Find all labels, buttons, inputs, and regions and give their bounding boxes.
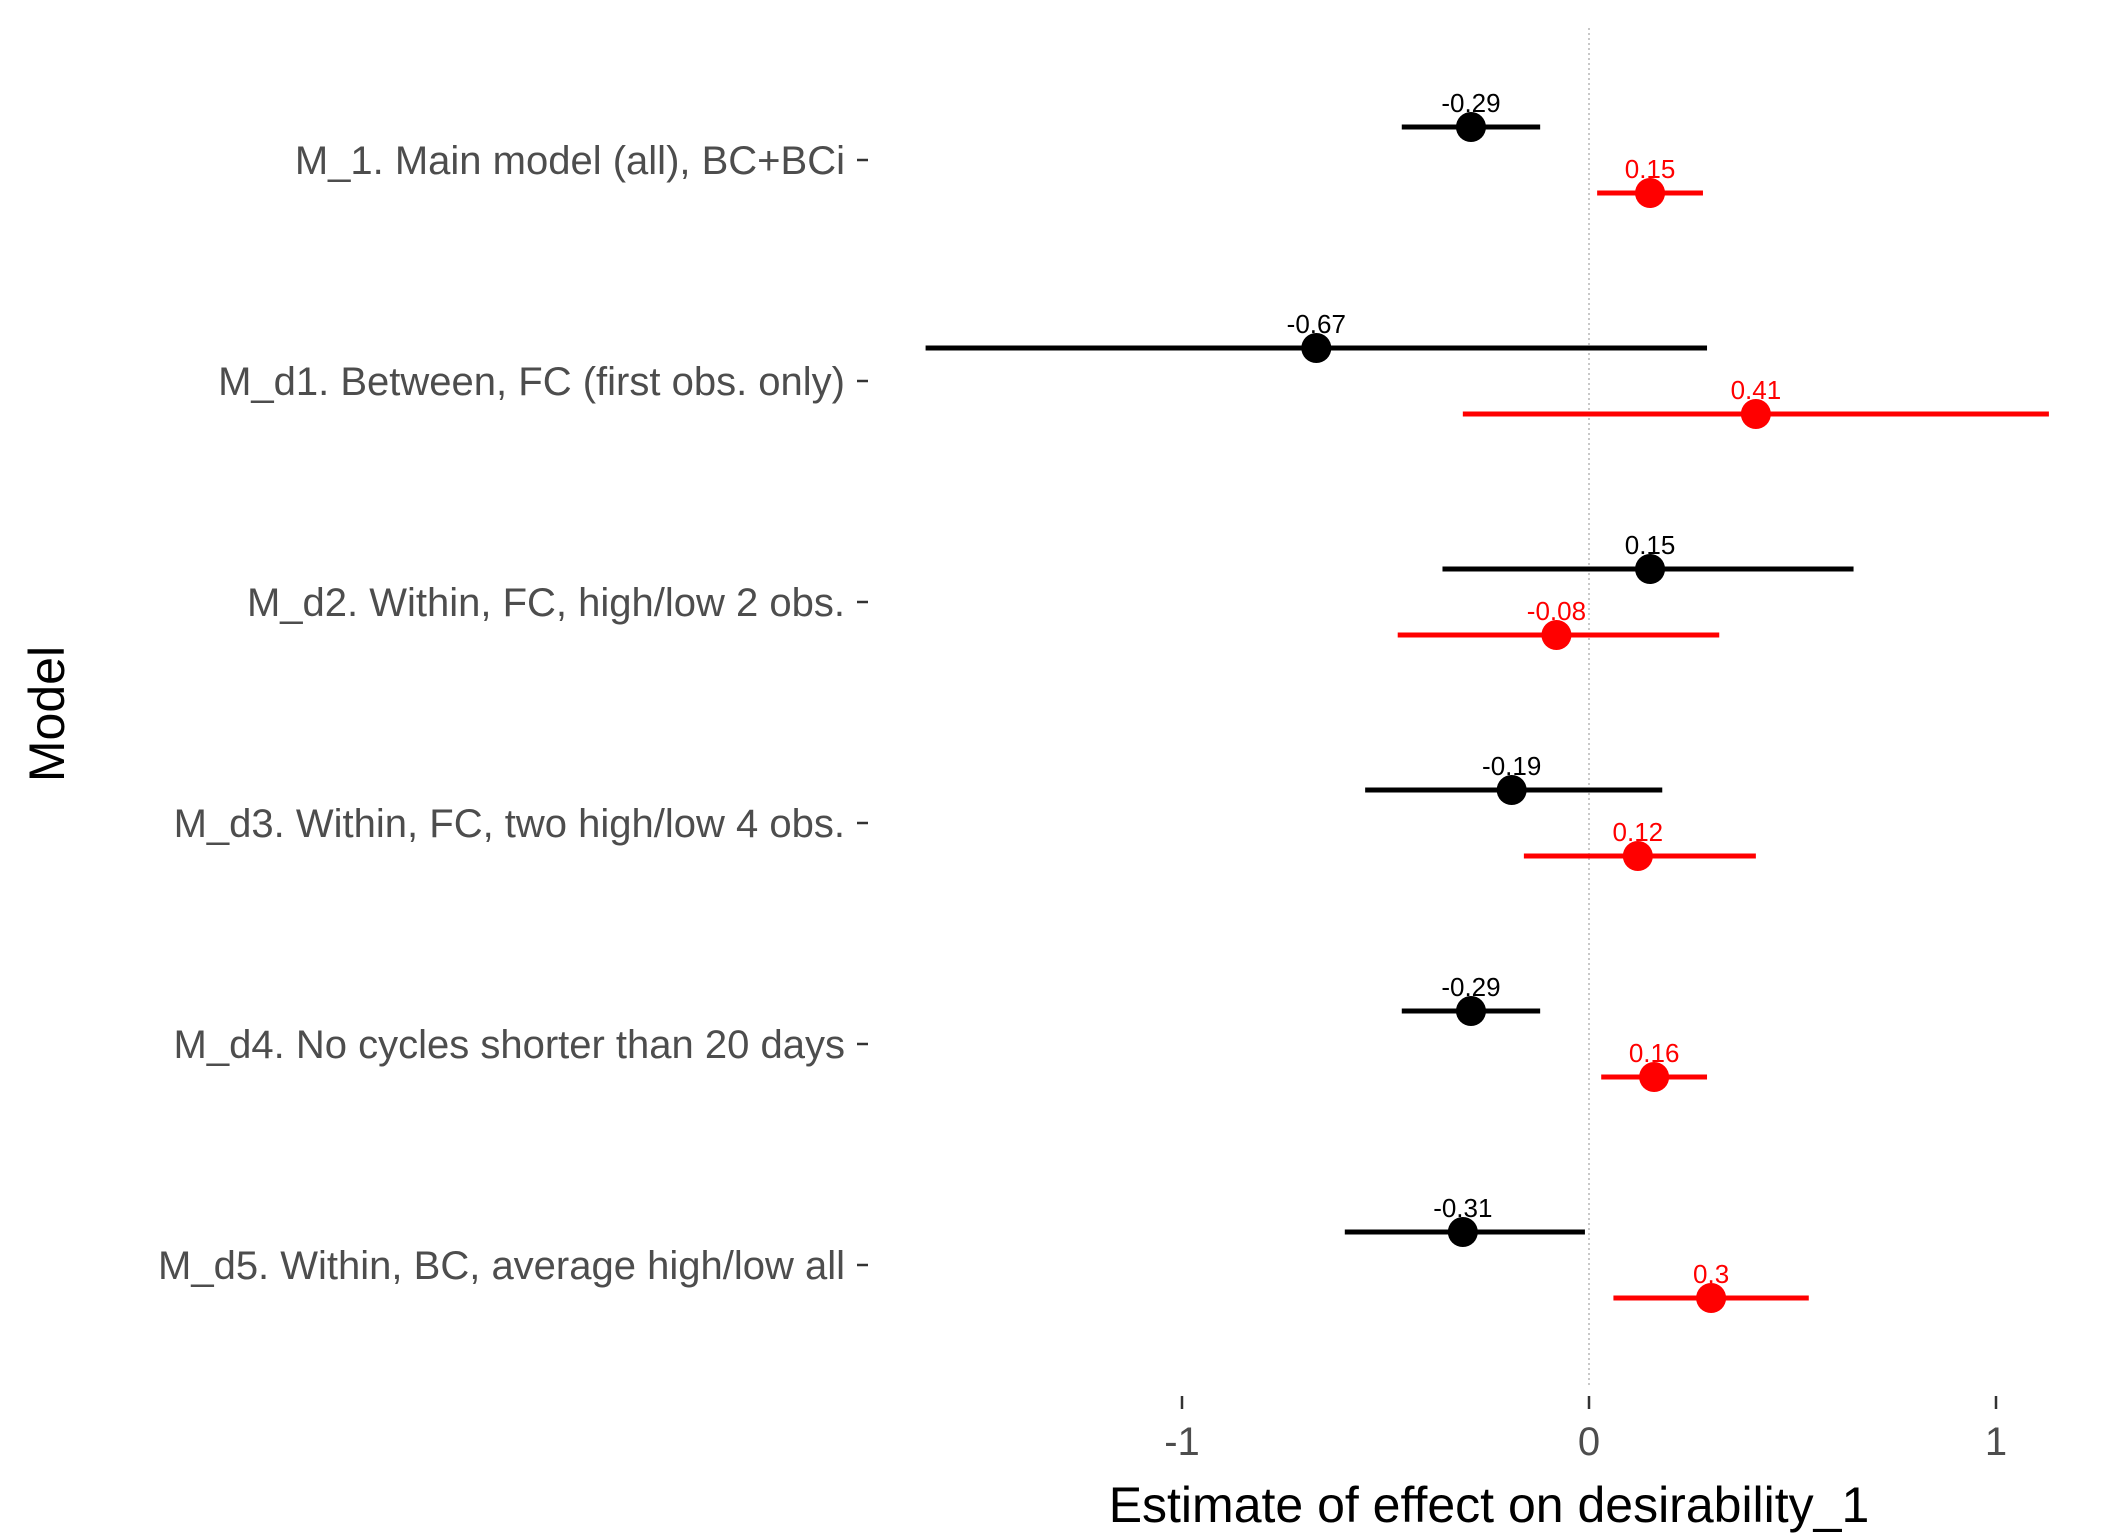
point-black-5 xyxy=(1455,996,1486,1026)
point-red-6 xyxy=(1696,1283,1727,1313)
data-label-red-2: 0.41 xyxy=(1731,375,1782,405)
point-black-6 xyxy=(1447,1217,1478,1247)
y-tick-label-m-d1: M_d1. Between, FC (first obs. only) xyxy=(218,360,845,404)
y-axis-title: Model xyxy=(19,646,75,782)
point-red-4 xyxy=(1622,841,1653,871)
y-tick-label-m-d5: M_d5. Within, BC, average high/low all xyxy=(158,1244,845,1288)
x-tick-label: 0 xyxy=(1578,1420,1600,1464)
x-axis: -1 0 1 xyxy=(1164,1396,2007,1464)
data-label-black-2: -0.67 xyxy=(1287,309,1346,339)
point-red-2 xyxy=(1740,399,1771,429)
data-label-black-4: -0.19 xyxy=(1482,751,1541,781)
point-red-3 xyxy=(1541,620,1572,650)
data-label-black-1: -0.29 xyxy=(1441,88,1500,118)
data-label-black-5: -0.29 xyxy=(1441,972,1500,1002)
point-red-5 xyxy=(1639,1062,1670,1092)
point-black-1 xyxy=(1455,112,1486,142)
y-tick-label-m-d3: M_d3. Within, FC, two high/low 4 obs. xyxy=(174,802,845,846)
data-label-black-3: 0.15 xyxy=(1625,530,1676,560)
data-label-red-5: 0.16 xyxy=(1629,1038,1680,1068)
data-label-red-3: -0.08 xyxy=(1527,596,1586,626)
point-black-4 xyxy=(1496,775,1527,805)
y-tick-label-m-1-: M_1. Main model (all), BC+BCi xyxy=(295,139,845,183)
data-label-red-6: 0.3 xyxy=(1693,1259,1729,1289)
y-axis: M_1. Main model (all), BC+BCi M_d1. Betwe… xyxy=(158,139,868,1288)
data-label-red-1: 0.15 xyxy=(1625,154,1676,184)
x-tick-label: 1 xyxy=(1985,1420,2007,1464)
point-black-3 xyxy=(1635,554,1666,584)
y-tick-label-m-d2: M_d2. Within, FC, high/low 2 obs. xyxy=(247,581,845,625)
chart-marks: -0.29 -0.67 0.15 -0.19 -0.29 -0.31 0.15 0.41 -0.… xyxy=(925,88,2049,1313)
x-axis-title: Estimate of effect on desirability_1 xyxy=(1109,1477,1870,1533)
y-tick-label-m-d4: M_d4. No cycles shorter than 20 days xyxy=(174,1023,845,1067)
point-red-1 xyxy=(1635,178,1666,208)
x-tick-label: -1 xyxy=(1164,1420,1200,1464)
data-label-red-4: 0.12 xyxy=(1613,817,1664,847)
point-black-2 xyxy=(1301,333,1332,363)
data-label-black-6: -0.31 xyxy=(1433,1193,1492,1223)
